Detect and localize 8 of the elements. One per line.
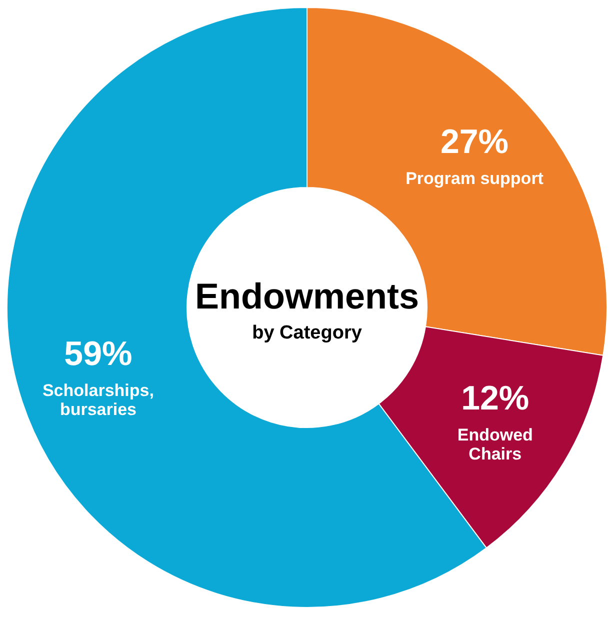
text: Endowments: [194, 276, 420, 316]
slice-label: Endowed Chairs: [457, 426, 533, 464]
data-label: 27%: [440, 122, 509, 161]
slice-label: Scholarships, bursaries: [42, 380, 154, 419]
slice-label: Program support: [406, 168, 544, 188]
text: by Category: [252, 322, 362, 344]
data-label: 59%: [64, 334, 132, 373]
data-label: 12%: [461, 380, 530, 418]
